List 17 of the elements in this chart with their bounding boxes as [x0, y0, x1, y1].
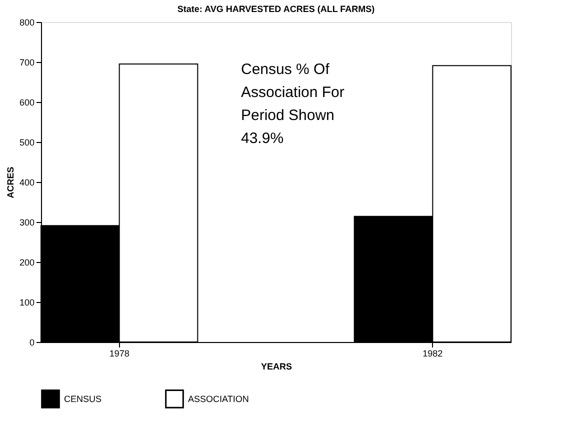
y-tick-label: 200: [19, 258, 34, 268]
y-tick-label: 400: [19, 178, 34, 188]
legend-label: CENSUS: [64, 394, 102, 404]
y-tick-label: 300: [19, 218, 34, 228]
chart-title: State: AVG HARVESTED ACRES (ALL FARMS): [177, 4, 375, 14]
x-tick-label: 1982: [422, 348, 443, 358]
y-tick-label: 0: [29, 338, 34, 348]
y-tick-label: 500: [19, 138, 34, 148]
y-tick-label: 600: [19, 98, 34, 108]
y-axis-title: ACRES: [5, 166, 16, 198]
x-axis-title: YEARS: [260, 362, 292, 372]
y-tick-label: 700: [19, 58, 34, 68]
y-tick-label: 800: [19, 18, 34, 28]
x-tick-label: 1978: [109, 348, 130, 358]
legend-label: ASSOCIATION: [188, 394, 249, 404]
y-tick-label: 100: [19, 298, 34, 308]
annotation: Census % Of Association For Period Shown 43.9%: [241, 61, 344, 147]
